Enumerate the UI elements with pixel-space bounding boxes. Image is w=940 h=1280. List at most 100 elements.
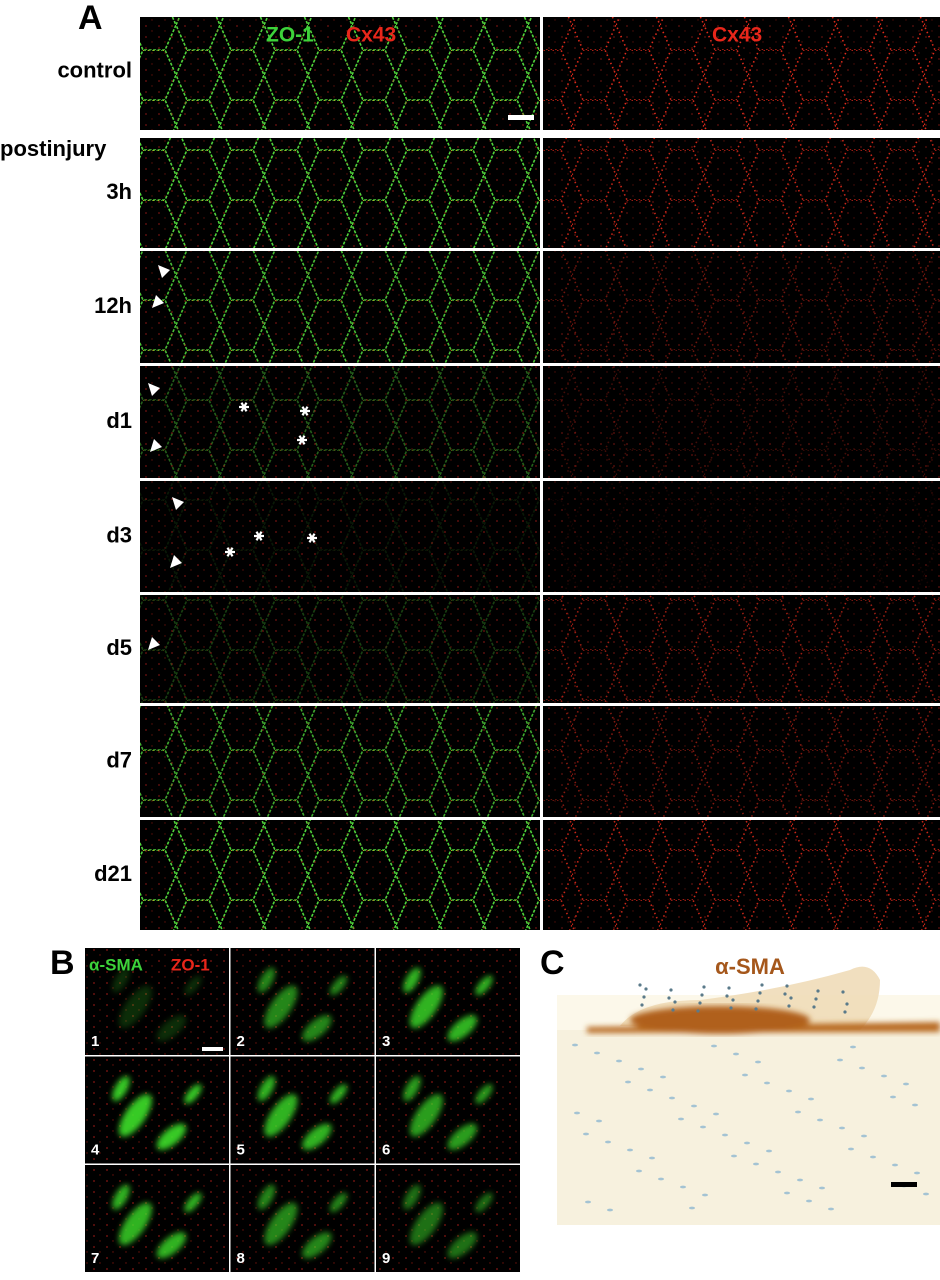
image-cell-dots — [230, 1165, 375, 1272]
image-merged-dots — [140, 595, 540, 703]
image-merged-dots — [140, 366, 540, 478]
nucleus — [725, 994, 729, 998]
sma-stain — [112, 1076, 202, 1150]
sma-blob — [257, 1076, 276, 1102]
nucleus — [640, 1003, 644, 1007]
sma-blob — [184, 975, 202, 996]
image-cx43-dots — [543, 595, 940, 703]
nucleus — [819, 1186, 825, 1190]
image-cell-dots — [230, 948, 375, 1055]
sma-stain — [112, 1184, 202, 1259]
sma-blob — [156, 1123, 187, 1150]
nucleus — [644, 987, 648, 991]
nucleus — [605, 1140, 611, 1144]
row-label: d3 — [106, 522, 132, 547]
panel-label: A — [78, 0, 103, 37]
nucleus — [845, 1002, 849, 1006]
nucleus — [814, 997, 818, 1001]
nucleus — [912, 1103, 918, 1107]
nucleus — [848, 1147, 854, 1151]
nucleus — [678, 1117, 684, 1121]
row-label: d21 — [94, 861, 132, 886]
nucleus — [638, 983, 642, 987]
nucleus — [754, 1007, 758, 1011]
nucleus — [647, 1088, 653, 1092]
nucleus — [594, 1051, 600, 1055]
sma-blob — [112, 1184, 130, 1210]
image-cx43-dots — [543, 17, 940, 130]
image-merged-dots — [140, 481, 540, 592]
image-cell-dots — [376, 1165, 520, 1272]
nucleus — [758, 991, 762, 995]
cell-number: 5 — [237, 1141, 245, 1158]
ihc-stain — [587, 1006, 940, 1034]
sma-blob — [409, 1094, 443, 1137]
row-label: 3h — [106, 179, 132, 204]
nucleus — [680, 1185, 686, 1189]
nucleus — [843, 1010, 847, 1014]
nucleus — [766, 1149, 772, 1153]
cell-number: 9 — [382, 1250, 390, 1267]
nucleus — [649, 1156, 655, 1160]
image-cx43-dots — [543, 481, 940, 592]
sma-blob — [475, 1192, 493, 1213]
nucleus — [671, 1008, 675, 1012]
nucleus — [731, 998, 735, 1002]
nucleus — [713, 1112, 719, 1116]
nucleus — [903, 1082, 909, 1086]
nucleus — [806, 1199, 812, 1203]
nucleus — [753, 1162, 759, 1166]
nucleus — [727, 986, 731, 990]
row-label: 12h — [94, 293, 132, 318]
nucleus — [837, 1058, 843, 1062]
nucleus — [795, 1110, 801, 1114]
image-cell-dots — [376, 1056, 520, 1164]
nucleus — [733, 1052, 739, 1056]
image-cell-dots — [230, 1056, 375, 1164]
arrowhead — [150, 439, 162, 452]
sma-blob — [264, 1094, 298, 1137]
nucleus — [764, 1081, 770, 1085]
nucleus — [700, 1125, 706, 1129]
panel-label: B — [50, 944, 75, 982]
nucleus — [667, 996, 671, 1000]
arrowhead — [152, 295, 164, 308]
sma-blob — [329, 1192, 348, 1213]
sma-blob — [156, 1015, 187, 1042]
sma-blob — [264, 1202, 298, 1246]
sma-blob — [184, 1084, 202, 1104]
nucleus — [760, 983, 764, 987]
image-merged-dots — [140, 820, 540, 930]
sma-stain — [257, 967, 348, 1042]
nucleus — [642, 995, 646, 999]
sma-stain — [112, 967, 202, 1042]
sma-blob — [264, 985, 298, 1029]
sma-blob — [112, 967, 130, 993]
nucleus — [808, 1097, 814, 1101]
nucleus — [850, 1045, 856, 1049]
image-merged-dots — [140, 251, 540, 363]
nucleus — [755, 1060, 761, 1064]
scale-bar — [202, 1047, 223, 1051]
asterisk — [298, 435, 306, 445]
sma-blob — [257, 967, 276, 993]
image-cx43-dots — [543, 138, 940, 248]
cell-number: 1 — [91, 1033, 99, 1050]
sma-stain — [257, 1184, 348, 1259]
legend-sma: α-SMA — [89, 955, 143, 974]
nucleus — [572, 1043, 578, 1047]
nucleus — [828, 1207, 834, 1211]
nucleus — [756, 999, 760, 1003]
ihc-band — [630, 1006, 810, 1034]
image-cx43-dots — [543, 706, 940, 817]
header-cx43: Cx43 — [712, 24, 762, 47]
nucleus — [775, 1170, 781, 1174]
panel-label: C — [540, 944, 565, 982]
nucleus — [923, 1192, 929, 1196]
nucleus — [817, 1118, 823, 1122]
nucleus — [689, 1206, 695, 1210]
nucleus — [783, 992, 787, 996]
nucleus — [636, 1169, 642, 1173]
scale-bar — [891, 1182, 917, 1187]
